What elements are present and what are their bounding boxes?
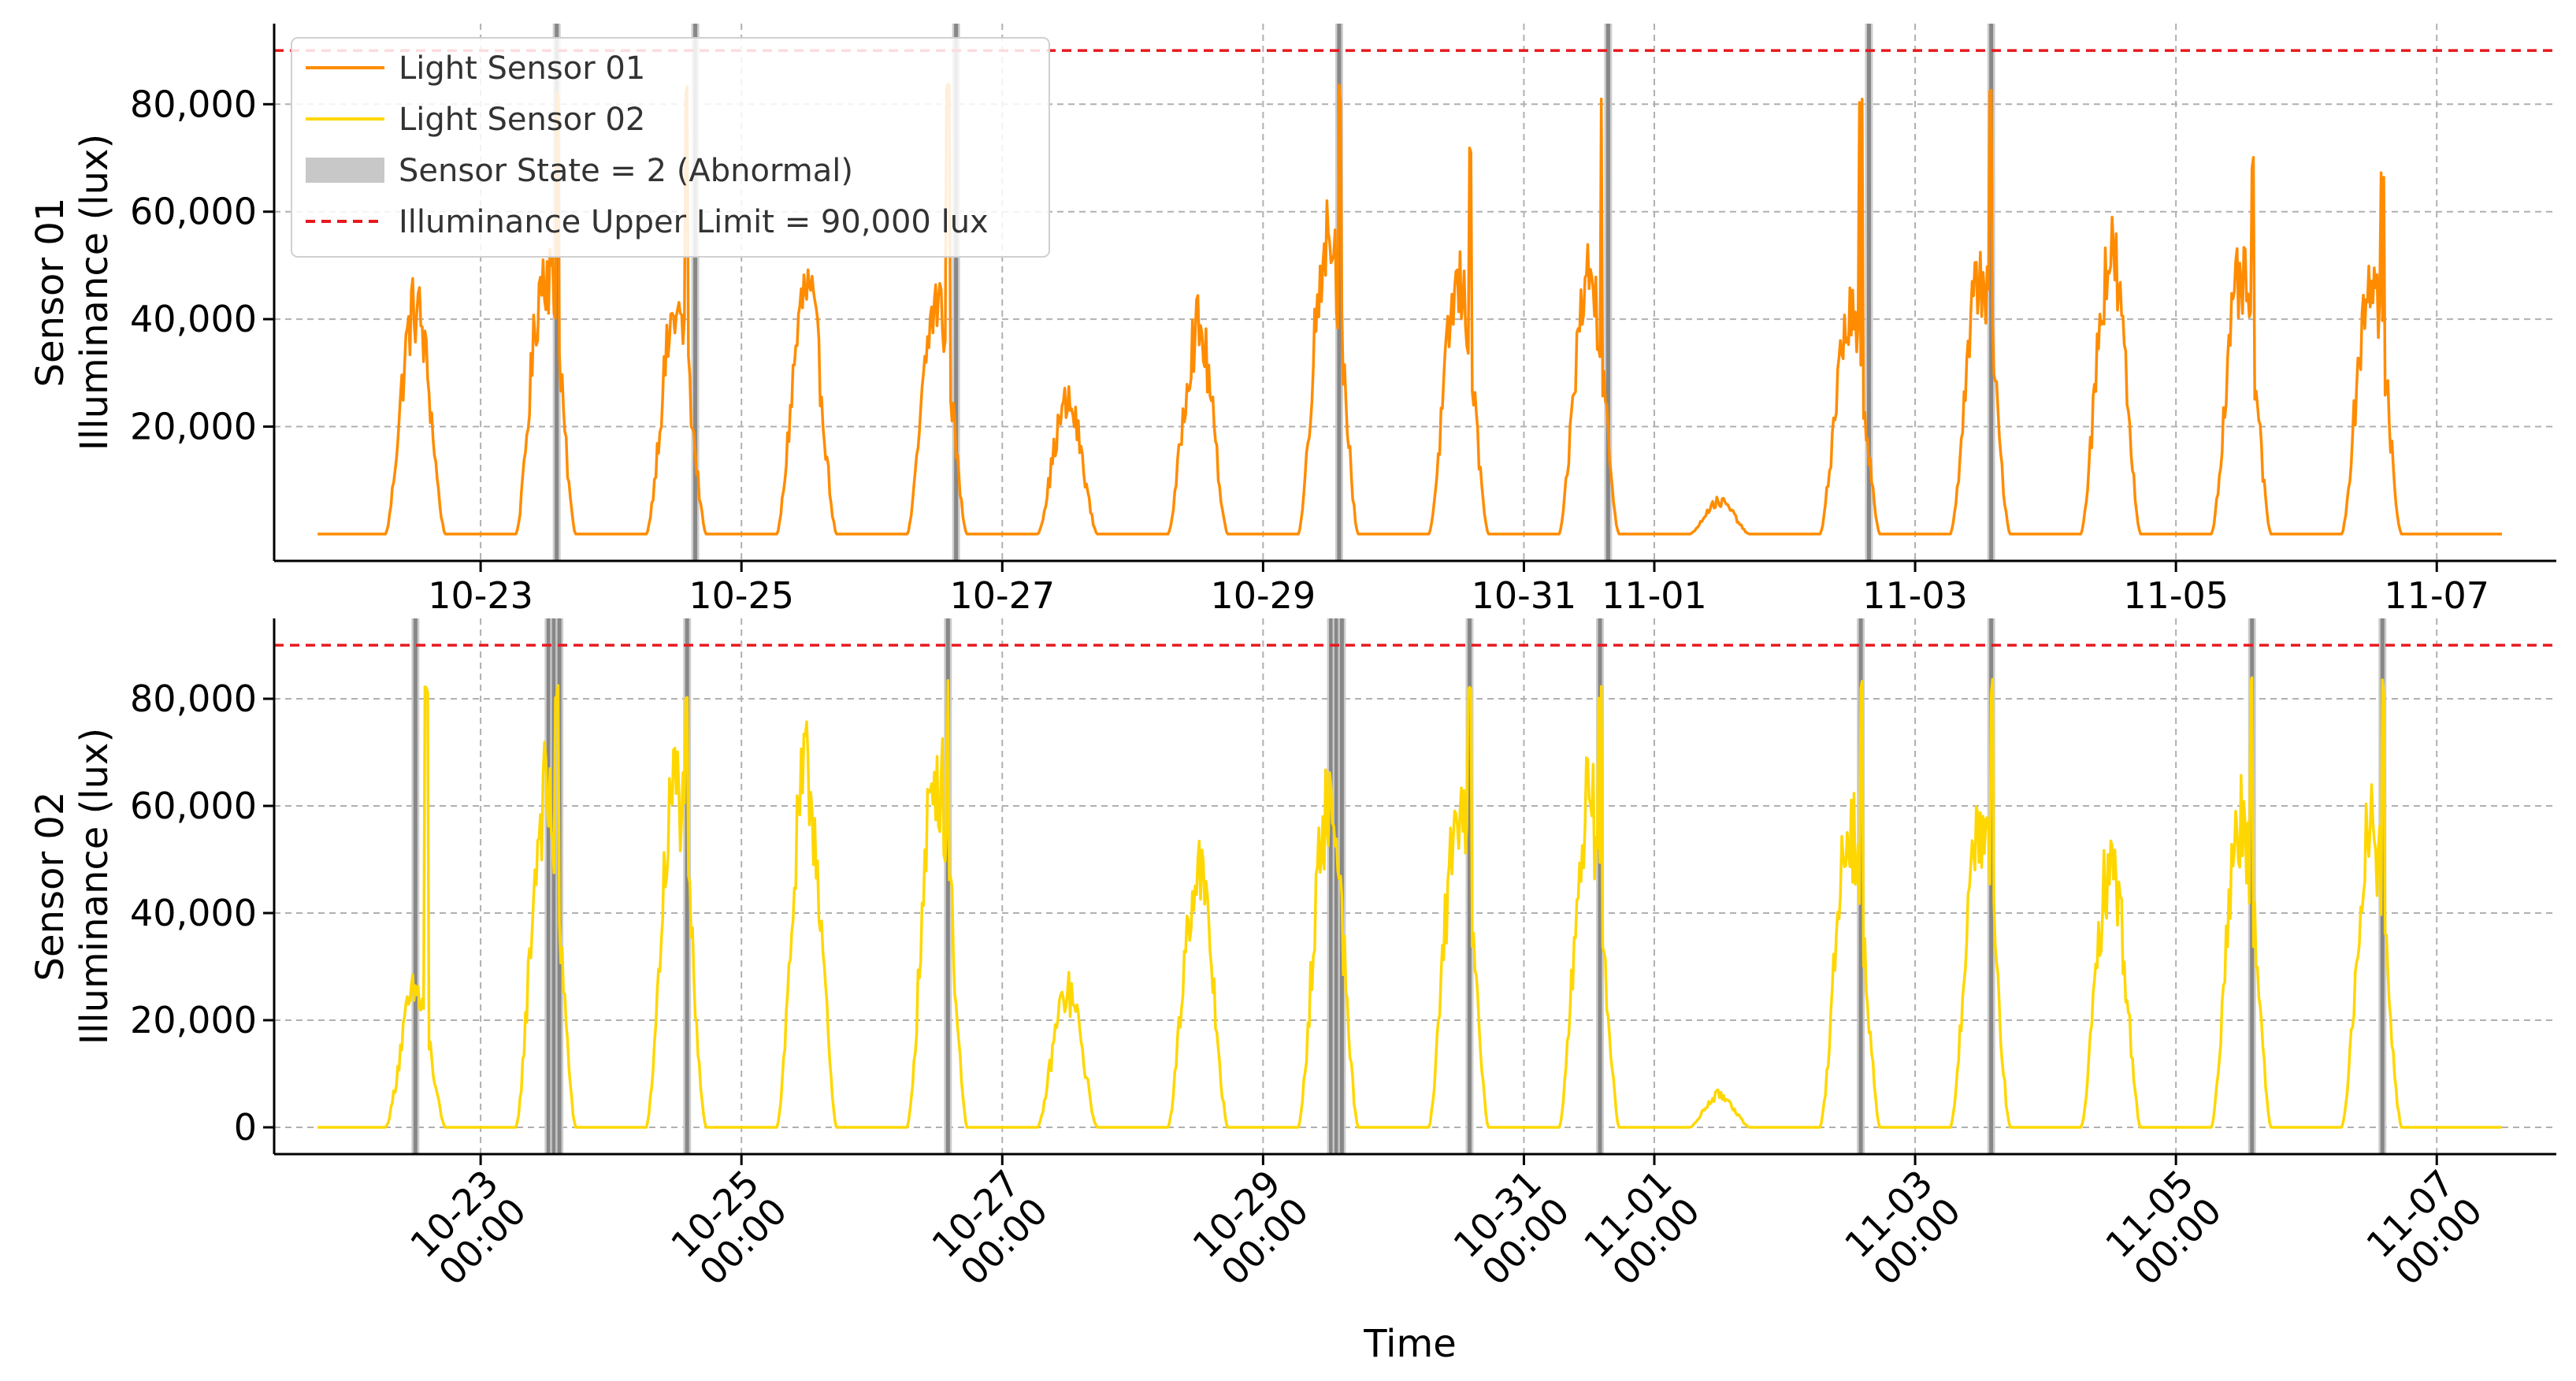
y-tick-label: 60,000 bbox=[130, 191, 257, 233]
abnormal-state-band-core bbox=[1329, 618, 1334, 1154]
y-axis-title-line: Sensor 02 bbox=[28, 792, 72, 982]
y-tick-label: 20,000 bbox=[130, 999, 257, 1041]
abnormal-state-band-core bbox=[693, 24, 698, 561]
x-tick-label: 10-27 bbox=[949, 574, 1055, 617]
x-tick-label: 11-07 bbox=[2384, 574, 2489, 617]
y-axis-title-line: Sensor 01 bbox=[28, 198, 72, 388]
y-axis-title: Sensor 01Illuminance (lux) bbox=[28, 134, 117, 451]
series-line bbox=[317, 82, 2503, 536]
x-tick-label: 11-0500:00 bbox=[2097, 1162, 2229, 1294]
sensor-02-panel: 0 20,000 40,000 60,000 80,000 10-2300:00 10-25… bbox=[28, 618, 2556, 1294]
legend-label: Light Sensor 01 bbox=[399, 50, 645, 87]
y-tick-label: 80,000 bbox=[130, 83, 257, 125]
legend-swatch-abnormal bbox=[306, 158, 384, 183]
abnormal-state-band-core bbox=[1605, 24, 1610, 561]
abnormal-state-band-core bbox=[546, 618, 551, 1154]
y-tick-label: 60,000 bbox=[130, 785, 257, 827]
legend-label: Illuminance Upper Limit = 90,000 lux bbox=[399, 204, 989, 240]
x-tick-label: 11-01 bbox=[1602, 574, 1707, 617]
x-tick-label: 10-31 bbox=[1472, 574, 1577, 617]
x-tick-label: 10-2300:00 bbox=[402, 1162, 534, 1294]
x-axis-title: Time bbox=[1363, 1322, 1456, 1366]
x-tick-label: 11-0300:00 bbox=[1836, 1162, 1969, 1294]
abnormal-state-band-core bbox=[1866, 24, 1871, 561]
y-axis-title: Sensor 02Illuminance (lux) bbox=[28, 728, 117, 1045]
y-tick-label: 40,000 bbox=[130, 298, 257, 340]
series-line bbox=[317, 676, 2503, 1129]
abnormal-state-band-core bbox=[1598, 618, 1602, 1154]
abnormal-state-band-core bbox=[1989, 618, 1994, 1154]
x-tick-label: 11-0100:00 bbox=[1576, 1162, 1708, 1294]
x-tick-label: 10-2700:00 bbox=[923, 1162, 1056, 1294]
abnormal-state-band-core bbox=[685, 618, 689, 1154]
x-tick-label: 11-05 bbox=[2123, 574, 2229, 617]
abnormal-state-band-core bbox=[551, 618, 556, 1154]
x-tick-label: 10-2500:00 bbox=[663, 1162, 795, 1294]
abnormal-state-band-core bbox=[954, 24, 959, 561]
y-axis-title-line: Illuminance (lux) bbox=[72, 134, 117, 451]
y-tick-label: 80,000 bbox=[130, 678, 257, 720]
x-tick-label: 10-25 bbox=[689, 574, 794, 617]
x-tick-label: 11-03 bbox=[1862, 574, 1968, 617]
x-tick-label: 10-29 bbox=[1211, 574, 1316, 617]
legend: Light Sensor 01 Light Sensor 02 Sensor Sta… bbox=[291, 37, 1050, 258]
legend-box bbox=[291, 37, 1050, 258]
x-tick-label: 11-0700:00 bbox=[2358, 1162, 2490, 1294]
abnormal-state-band-core bbox=[1334, 618, 1338, 1154]
x-tick-label: 10-2900:00 bbox=[1184, 1162, 1316, 1294]
abnormal-state-band-core bbox=[1467, 618, 1472, 1154]
x-tick-label: 10-23 bbox=[428, 574, 533, 617]
sensor-01-panel: 20,000 40,000 60,000 80,000 10-23 10-25 10-27 1… bbox=[28, 24, 2556, 617]
legend-label: Light Sensor 02 bbox=[399, 102, 645, 138]
abnormal-state-band-core bbox=[413, 618, 418, 1154]
legend-label: Sensor State = 2 (Abnormal) bbox=[399, 153, 853, 189]
y-axis-title-line: Illuminance (lux) bbox=[72, 728, 117, 1045]
x-tick-label: 10-3100:00 bbox=[1446, 1162, 1578, 1294]
abnormal-state-band-core bbox=[945, 618, 950, 1154]
y-tick-label: 40,000 bbox=[130, 892, 257, 934]
y-tick-label: 0 bbox=[234, 1106, 257, 1149]
y-tick-label: 20,000 bbox=[130, 406, 257, 448]
